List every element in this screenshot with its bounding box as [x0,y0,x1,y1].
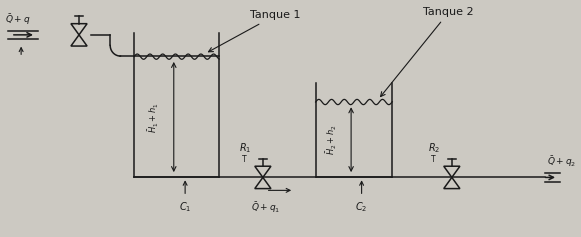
Text: $R_1$: $R_1$ [239,141,251,155]
Text: $\bar{H}_2+h_2$: $\bar{H}_2+h_2$ [324,124,339,155]
Text: $C_1$: $C_1$ [179,200,191,214]
Text: $\bar{Q}+q$: $\bar{Q}+q$ [5,12,31,27]
Text: $\bar{Q}+q_1$: $\bar{Q}+q_1$ [251,200,281,215]
Text: $C_2$: $C_2$ [356,200,368,214]
Text: Tanque 2: Tanque 2 [381,7,474,96]
Text: $R_2$: $R_2$ [428,141,440,155]
Text: Tanque 1: Tanque 1 [209,10,301,52]
Text: $\bar{Q}+q_2$: $\bar{Q}+q_2$ [547,154,576,169]
Text: $\bar{H}_1+h_1$: $\bar{H}_1+h_1$ [147,101,162,132]
Text: T: T [242,155,247,164]
Text: T: T [431,155,436,164]
